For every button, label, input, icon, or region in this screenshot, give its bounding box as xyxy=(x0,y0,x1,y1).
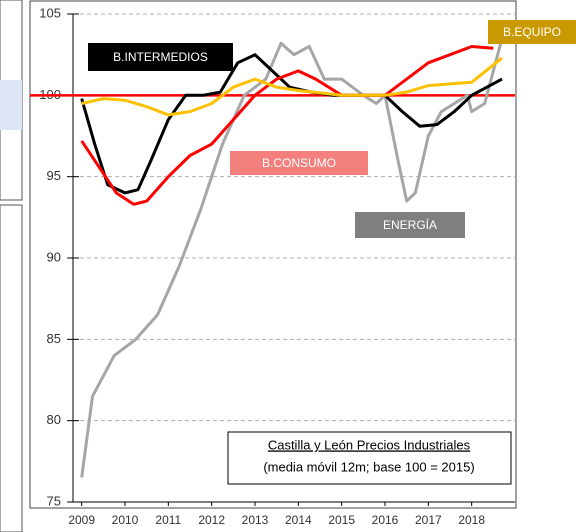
legend-box xyxy=(88,43,233,71)
x-tick-label: 2011 xyxy=(155,513,181,527)
legend-box xyxy=(488,20,576,44)
y-tick-label: 95 xyxy=(47,168,61,183)
y-tick-label: 85 xyxy=(47,331,61,346)
background-window xyxy=(0,204,23,532)
annotation-title: Castilla y León Precios Industriales xyxy=(268,437,471,452)
series-line xyxy=(80,53,503,195)
legend-box xyxy=(230,151,368,175)
x-tick-label: 2017 xyxy=(415,513,442,527)
series-line xyxy=(81,56,503,117)
legend-label: B.EQUIPO xyxy=(503,25,561,39)
annotation-subtitle: (media móvil 12m; base 100 = 2015) xyxy=(263,459,474,474)
background-window xyxy=(0,80,22,130)
x-tick-label: 2015 xyxy=(328,513,355,527)
x-tick-label: 2013 xyxy=(242,513,269,527)
legend-box xyxy=(355,212,465,238)
series-line xyxy=(80,38,504,478)
legend-label: ENERGÍA xyxy=(383,217,437,232)
y-tick-label: 90 xyxy=(47,249,61,264)
x-tick-label: 2018 xyxy=(458,513,485,527)
legend-label: B.INTERMEDIOS xyxy=(113,50,208,64)
annotation-box xyxy=(227,431,512,485)
x-tick-label: 2009 xyxy=(68,513,95,527)
x-tick-label: 2010 xyxy=(112,513,139,527)
x-tick-label: 2016 xyxy=(372,513,399,527)
y-tick-label: 80 xyxy=(47,412,61,427)
x-tick-label: 2014 xyxy=(285,513,312,527)
y-tick-label: 75 xyxy=(47,493,61,508)
x-tick-label: 2012 xyxy=(198,513,225,527)
y-tick-label: 105 xyxy=(39,5,61,20)
legend-label: B.CONSUMO xyxy=(262,156,336,170)
series-line xyxy=(80,45,494,206)
plot: 7580859095100105200920102011201220132014… xyxy=(30,5,515,527)
